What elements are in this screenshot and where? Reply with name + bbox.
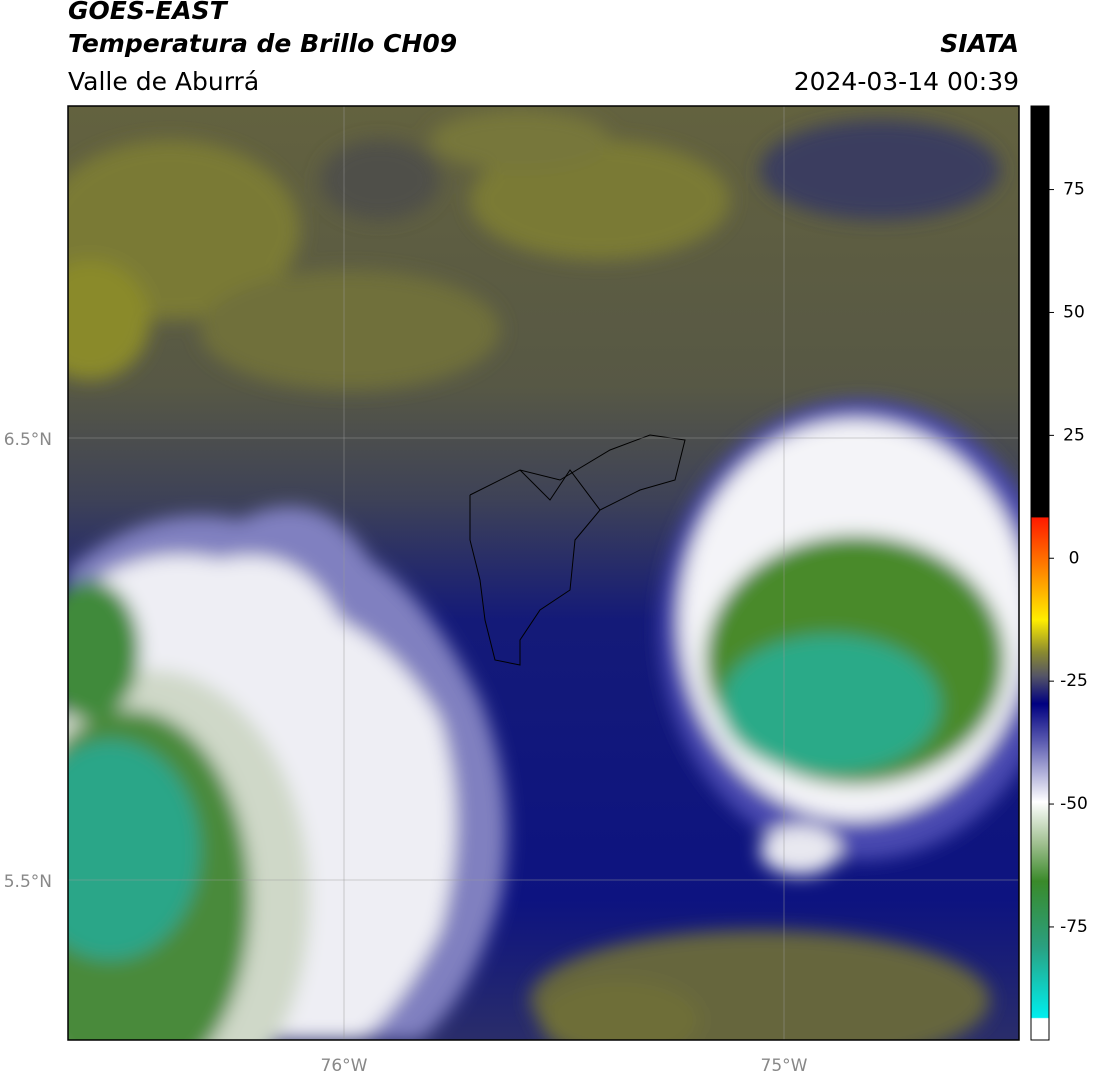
map-frame: [67, 105, 1020, 1041]
colorbar-tick-label: -25: [1060, 671, 1088, 691]
colorbar-tick-label: -50: [1060, 794, 1088, 814]
title: GOES-EAST: [68, 0, 229, 25]
region: Valle de Aburrá: [68, 67, 259, 96]
timestamp: 2024-03-14 00:39: [794, 67, 1019, 96]
colorbar-tick-label: 75: [1063, 180, 1085, 200]
lat-label: 6.5°N: [4, 430, 52, 450]
colorbar-tick-label: -75: [1060, 917, 1088, 937]
colorbar-tick-label: 50: [1063, 302, 1085, 322]
colorbar-tick-label: 0: [1069, 548, 1080, 568]
lat-label: 5.5°N: [4, 872, 52, 892]
graticule: [68, 106, 1019, 1040]
subtitle: Temperatura de Brillo CH09: [68, 29, 457, 58]
lon-label: 75°W: [761, 1056, 808, 1076]
source: SIATA: [940, 29, 1019, 58]
colorbar: [1030, 105, 1050, 1041]
lon-label: 76°W: [321, 1056, 368, 1076]
colorbar-tick-label: 25: [1063, 425, 1085, 445]
satellite-image: [68, 106, 1019, 1040]
